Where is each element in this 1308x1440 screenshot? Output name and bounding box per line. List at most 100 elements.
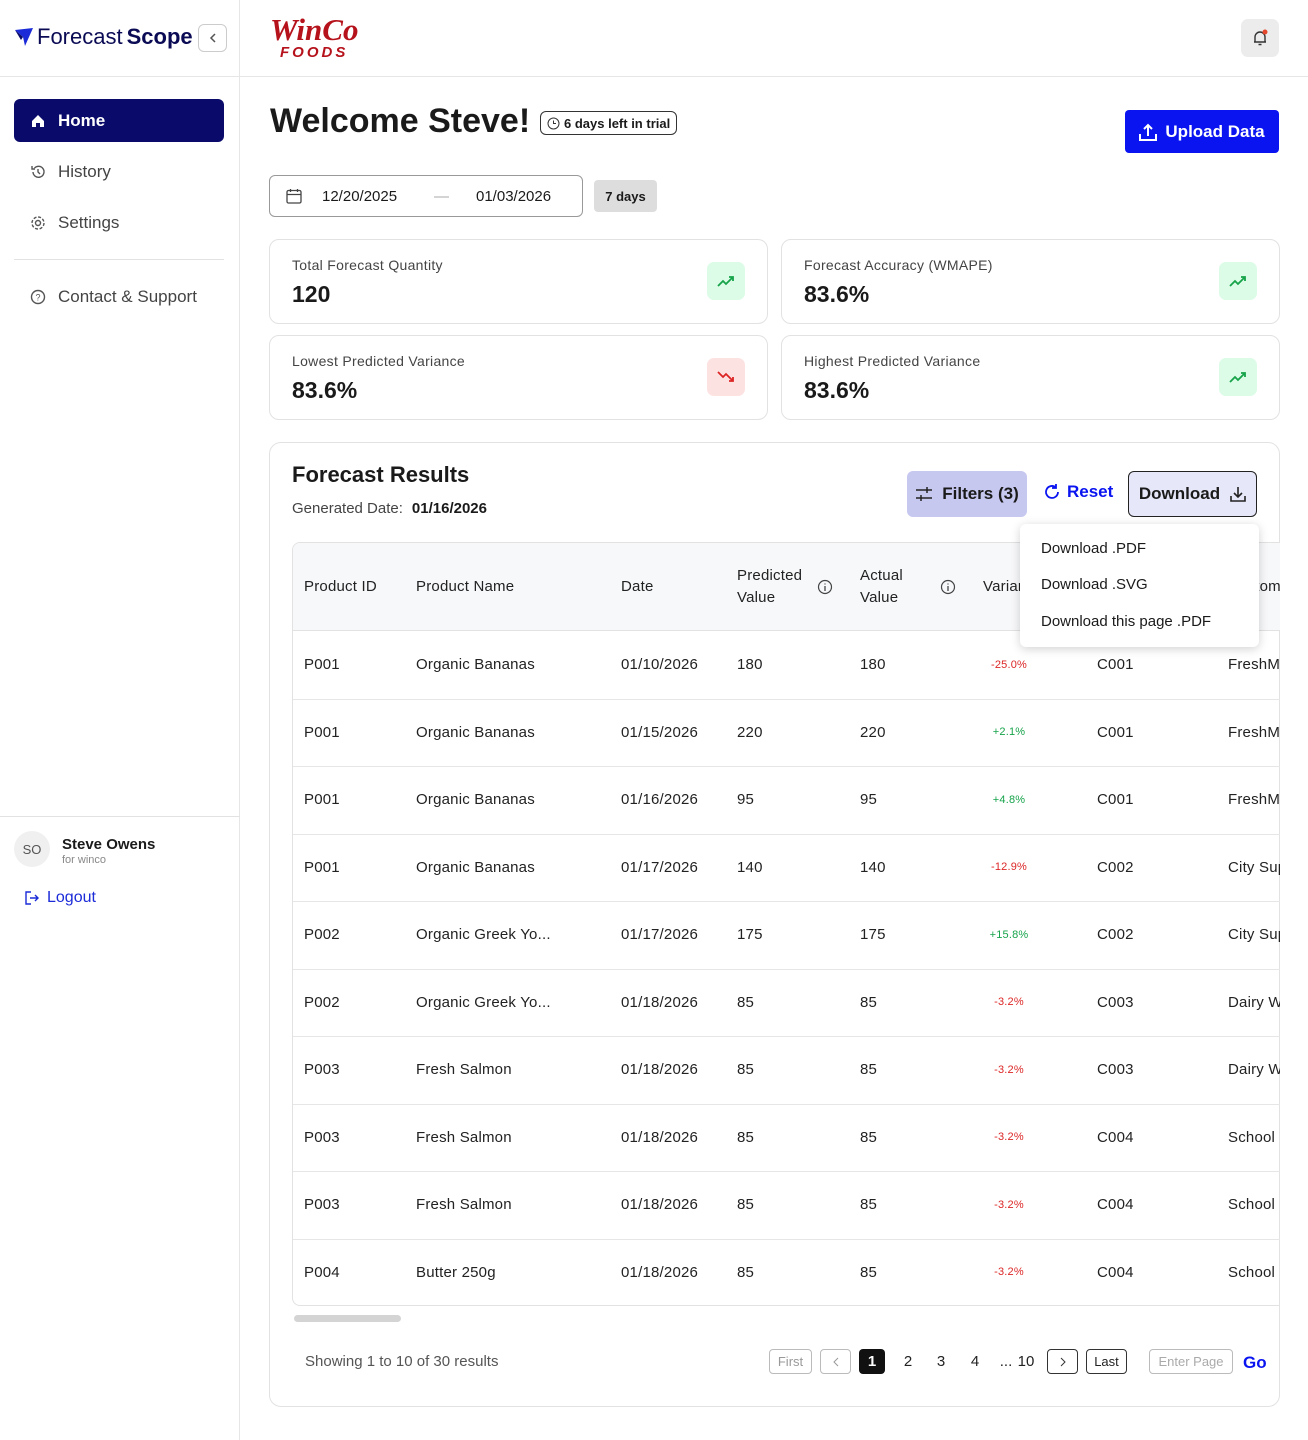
row-border: [293, 901, 1280, 902]
filters-button[interactable]: Filters (3): [907, 471, 1027, 517]
kpi-label: Forecast Accuracy (WMAPE): [804, 257, 993, 273]
cell: 01/18/2026: [621, 1263, 699, 1281]
icon: [940, 579, 956, 595]
page-link[interactable]: 2: [903, 1353, 913, 1370]
next-button[interactable]: [1047, 1349, 1078, 1374]
cell: 180: [737, 656, 763, 674]
row-border: [293, 698, 1280, 700]
nav-item[interactable]: Home: [14, 99, 224, 142]
cell: P003: [304, 1128, 340, 1146]
user-name: Steve Owens: [62, 836, 156, 853]
icon: [25, 891, 39, 905]
svg-text:?: ?: [35, 292, 40, 302]
cell: School: [1228, 1196, 1276, 1214]
icon: [916, 487, 933, 501]
cell: P001: [304, 656, 340, 674]
cell: Organic Greek Yo...: [416, 993, 551, 1011]
row-border: [293, 833, 1280, 835]
column-header: Actual Value: [860, 567, 903, 606]
page-input[interactable]: Enter Page: [1149, 1349, 1233, 1374]
go-button[interactable]: Go: [1243, 1353, 1267, 1372]
cell: Organic Bananas: [416, 858, 535, 876]
nav-label: Contact & Support: [58, 286, 197, 306]
kpi-card: Total Forecast Quantity 120: [269, 239, 768, 324]
cell: 220: [737, 723, 763, 741]
bell: [1254, 29, 1268, 46]
row-border: [293, 968, 1280, 970]
cell: School: [1228, 1263, 1276, 1281]
logo-bottom: FOODS: [280, 44, 349, 61]
last-button[interactable]: Last: [1086, 1349, 1127, 1374]
cell: 175: [737, 926, 763, 944]
scrollbar[interactable]: [294, 1315, 401, 1322]
range-badge: 7 days: [594, 180, 657, 212]
icon: [31, 215, 45, 230]
collapse-button[interactable]: [198, 24, 227, 52]
reset-button[interactable]: Reset: [1043, 482, 1113, 502]
nav-item[interactable]: Settings: [14, 201, 224, 244]
notifications[interactable]: [1241, 19, 1279, 57]
logout[interactable]: Logout: [25, 889, 96, 907]
cell: 01/18/2026: [621, 993, 699, 1011]
cell: 85: [737, 1061, 755, 1079]
chevron: [209, 33, 216, 43]
cell: C003: [1097, 993, 1134, 1011]
page-link[interactable]: 10: [1017, 1353, 1035, 1370]
menu-item[interactable]: Download .PDF: [1041, 539, 1147, 557]
cell: P001: [304, 791, 340, 809]
kpi-value: 120: [292, 281, 331, 307]
cell: FreshM: [1228, 791, 1280, 809]
menu-item[interactable]: Download .SVG: [1041, 576, 1148, 594]
column-header: Date: [621, 578, 654, 595]
sidebar: Forecast Scope Home History Settings ? Cont…: [0, 0, 240, 1440]
nav-label: History: [58, 161, 111, 181]
trial-text: 6 days left in trial: [564, 115, 671, 131]
cell: 01/17/2026: [621, 858, 699, 876]
cell: C004: [1097, 1263, 1134, 1281]
pagination-summary: Showing 1 to 10 of 30 results: [305, 1353, 499, 1370]
cell: 140: [737, 858, 763, 876]
kpi-value: 83.6%: [804, 377, 870, 403]
row-border: [293, 1171, 1280, 1172]
icon: [817, 579, 833, 595]
chevron: [832, 1357, 838, 1366]
first-button[interactable]: First: [769, 1349, 812, 1374]
cell: Dairy W: [1228, 993, 1280, 1011]
variance: -3.2%: [994, 1131, 1024, 1144]
menu-item[interactable]: Download this page .PDF: [1041, 612, 1212, 630]
upload-button[interactable]: Upload Data: [1125, 110, 1279, 153]
cell: 95: [737, 791, 755, 809]
download-button[interactable]: Download: [1128, 471, 1257, 517]
row-border: [293, 1238, 1280, 1240]
prev-button[interactable]: [820, 1349, 851, 1374]
kpi-trend: [1219, 358, 1257, 396]
cell: 01/16/2026: [621, 791, 699, 809]
page-link[interactable]: 3: [936, 1353, 946, 1370]
variance: +2.1%: [992, 726, 1026, 739]
brand: Forecast Scope: [15, 24, 193, 50]
trend-icon: [1229, 276, 1246, 287]
cell: Organic Bananas: [416, 656, 535, 674]
variance: -12.9%: [990, 861, 1028, 874]
cell: 175: [860, 926, 886, 944]
kpi-card: Forecast Accuracy (WMAPE) 83.6%: [781, 239, 1280, 324]
info-icon: [817, 579, 833, 600]
cell: 01/15/2026: [621, 723, 699, 741]
cell: 95: [860, 791, 878, 809]
variance: -25.0%: [990, 658, 1028, 671]
cell: 01/10/2026: [621, 656, 699, 674]
date-range[interactable]: 12/20/2025 — 01/03/2026: [269, 175, 583, 217]
nav-support[interactable]: ? Contact & Support: [14, 275, 224, 318]
nav-label: Settings: [58, 212, 120, 232]
cell: 85: [860, 1196, 878, 1214]
download-menu: Download .PDF Download .SVG Download this …: [1020, 524, 1259, 647]
trend-icon: [717, 371, 734, 382]
page-link[interactable]: 4: [970, 1353, 980, 1370]
cell: 85: [860, 1128, 878, 1146]
row-border: [293, 766, 1280, 767]
cell: C002: [1097, 858, 1134, 876]
page-current[interactable]: 1: [859, 1349, 885, 1374]
nav-item[interactable]: History: [14, 150, 224, 193]
cell: C001: [1097, 656, 1134, 674]
cell: Butter 250g: [416, 1263, 496, 1281]
